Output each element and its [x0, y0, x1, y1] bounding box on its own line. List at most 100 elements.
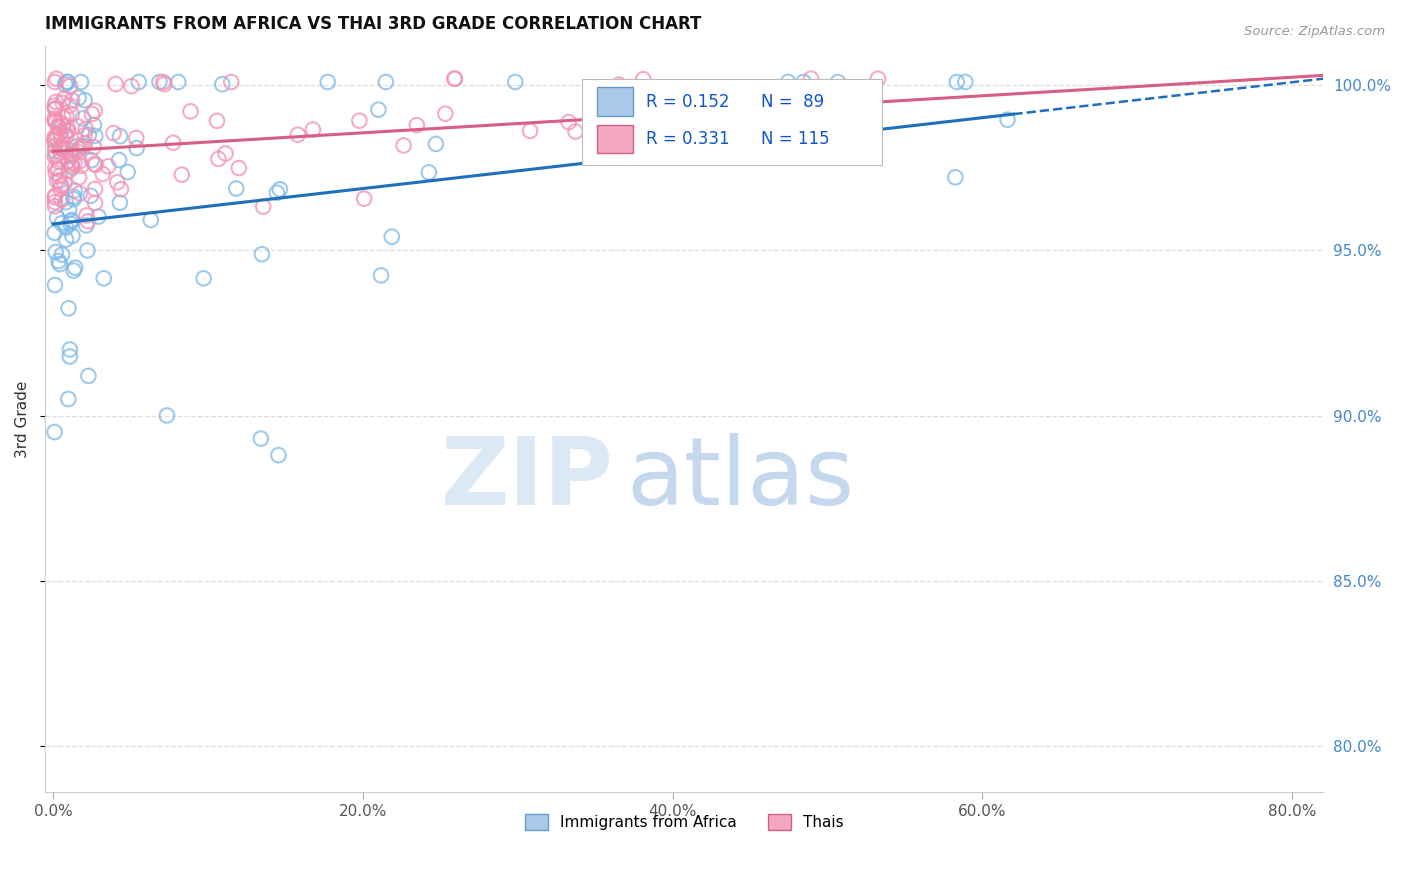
Point — [59, 98, 82, 112]
Point — [56, 124, 79, 138]
FancyBboxPatch shape — [582, 79, 883, 165]
Point — [45, 149, 67, 163]
Point — [76, 244, 98, 258]
Point — [44, 226, 66, 240]
Point — [214, 146, 236, 161]
Point — [48, 174, 70, 188]
Point — [80, 153, 103, 168]
Point — [52, 141, 75, 155]
Point — [52, 111, 75, 125]
Point — [51, 216, 73, 230]
Point — [49, 145, 72, 160]
Legend: Immigrants from Africa, Thais: Immigrants from Africa, Thais — [519, 808, 849, 837]
Point — [44, 114, 66, 128]
Point — [73, 128, 96, 143]
Point — [75, 121, 97, 136]
Point — [148, 75, 170, 89]
Point — [45, 71, 67, 86]
Point — [87, 210, 110, 224]
Point — [49, 141, 72, 155]
Point — [108, 129, 131, 144]
Point — [60, 213, 83, 227]
Point — [45, 166, 67, 180]
Point — [827, 75, 849, 89]
Point — [84, 158, 107, 172]
Point — [59, 217, 82, 231]
Point — [56, 154, 79, 169]
Point — [46, 162, 69, 177]
Point — [564, 124, 586, 138]
Point — [162, 136, 184, 150]
Point — [58, 202, 80, 217]
Point — [225, 181, 247, 195]
Point — [51, 119, 73, 133]
Point — [799, 104, 821, 119]
Point — [443, 71, 465, 86]
Point — [72, 112, 94, 126]
Point — [44, 138, 66, 153]
Point — [44, 425, 66, 439]
Point — [83, 103, 105, 118]
Point — [44, 75, 66, 89]
Point — [228, 161, 250, 175]
Point — [170, 168, 193, 182]
Text: IMMIGRANTS FROM AFRICA VS THAI 3RD GRADE CORRELATION CHART: IMMIGRANTS FROM AFRICA VS THAI 3RD GRADE… — [45, 15, 702, 33]
Point — [44, 277, 66, 292]
Point — [55, 109, 77, 123]
Point — [316, 75, 339, 89]
Point — [59, 78, 82, 93]
Point — [156, 409, 179, 423]
Point — [97, 159, 120, 173]
FancyBboxPatch shape — [598, 125, 633, 153]
Point — [60, 158, 83, 172]
Point — [48, 120, 70, 135]
Text: atlas: atlas — [627, 433, 855, 524]
Point — [49, 126, 72, 140]
Point — [370, 268, 392, 283]
Point — [58, 301, 80, 316]
Point — [800, 71, 823, 86]
Point — [77, 214, 100, 228]
Point — [44, 130, 66, 145]
Point — [66, 145, 89, 159]
Point — [73, 93, 96, 107]
Point — [49, 140, 72, 154]
Point — [353, 192, 375, 206]
Point — [69, 154, 91, 169]
Point — [45, 95, 67, 109]
Point — [55, 220, 77, 235]
Point — [58, 392, 80, 406]
Point — [44, 195, 66, 210]
Point — [75, 219, 97, 233]
Point — [62, 263, 84, 277]
Y-axis label: 3rd Grade: 3rd Grade — [15, 380, 30, 458]
Point — [381, 229, 404, 244]
Point — [77, 368, 100, 383]
Point — [69, 186, 91, 201]
Point — [62, 192, 84, 206]
Point — [519, 124, 541, 138]
Point — [63, 260, 86, 275]
Point — [62, 229, 84, 244]
Point — [776, 75, 799, 89]
Point — [367, 103, 389, 117]
Point — [58, 153, 80, 168]
Point — [83, 118, 105, 132]
Point — [52, 95, 75, 110]
Point — [60, 214, 83, 228]
Point — [103, 126, 125, 140]
Point — [51, 132, 73, 146]
Point — [91, 167, 114, 181]
Point — [48, 254, 70, 268]
Point — [60, 161, 83, 175]
Point — [205, 113, 228, 128]
Point — [49, 141, 72, 155]
Point — [56, 123, 79, 137]
Point — [44, 133, 66, 147]
Point — [44, 161, 66, 175]
Point — [179, 104, 201, 119]
Point — [70, 139, 93, 153]
Point — [66, 120, 89, 134]
Point — [557, 115, 579, 129]
Point — [444, 71, 467, 86]
